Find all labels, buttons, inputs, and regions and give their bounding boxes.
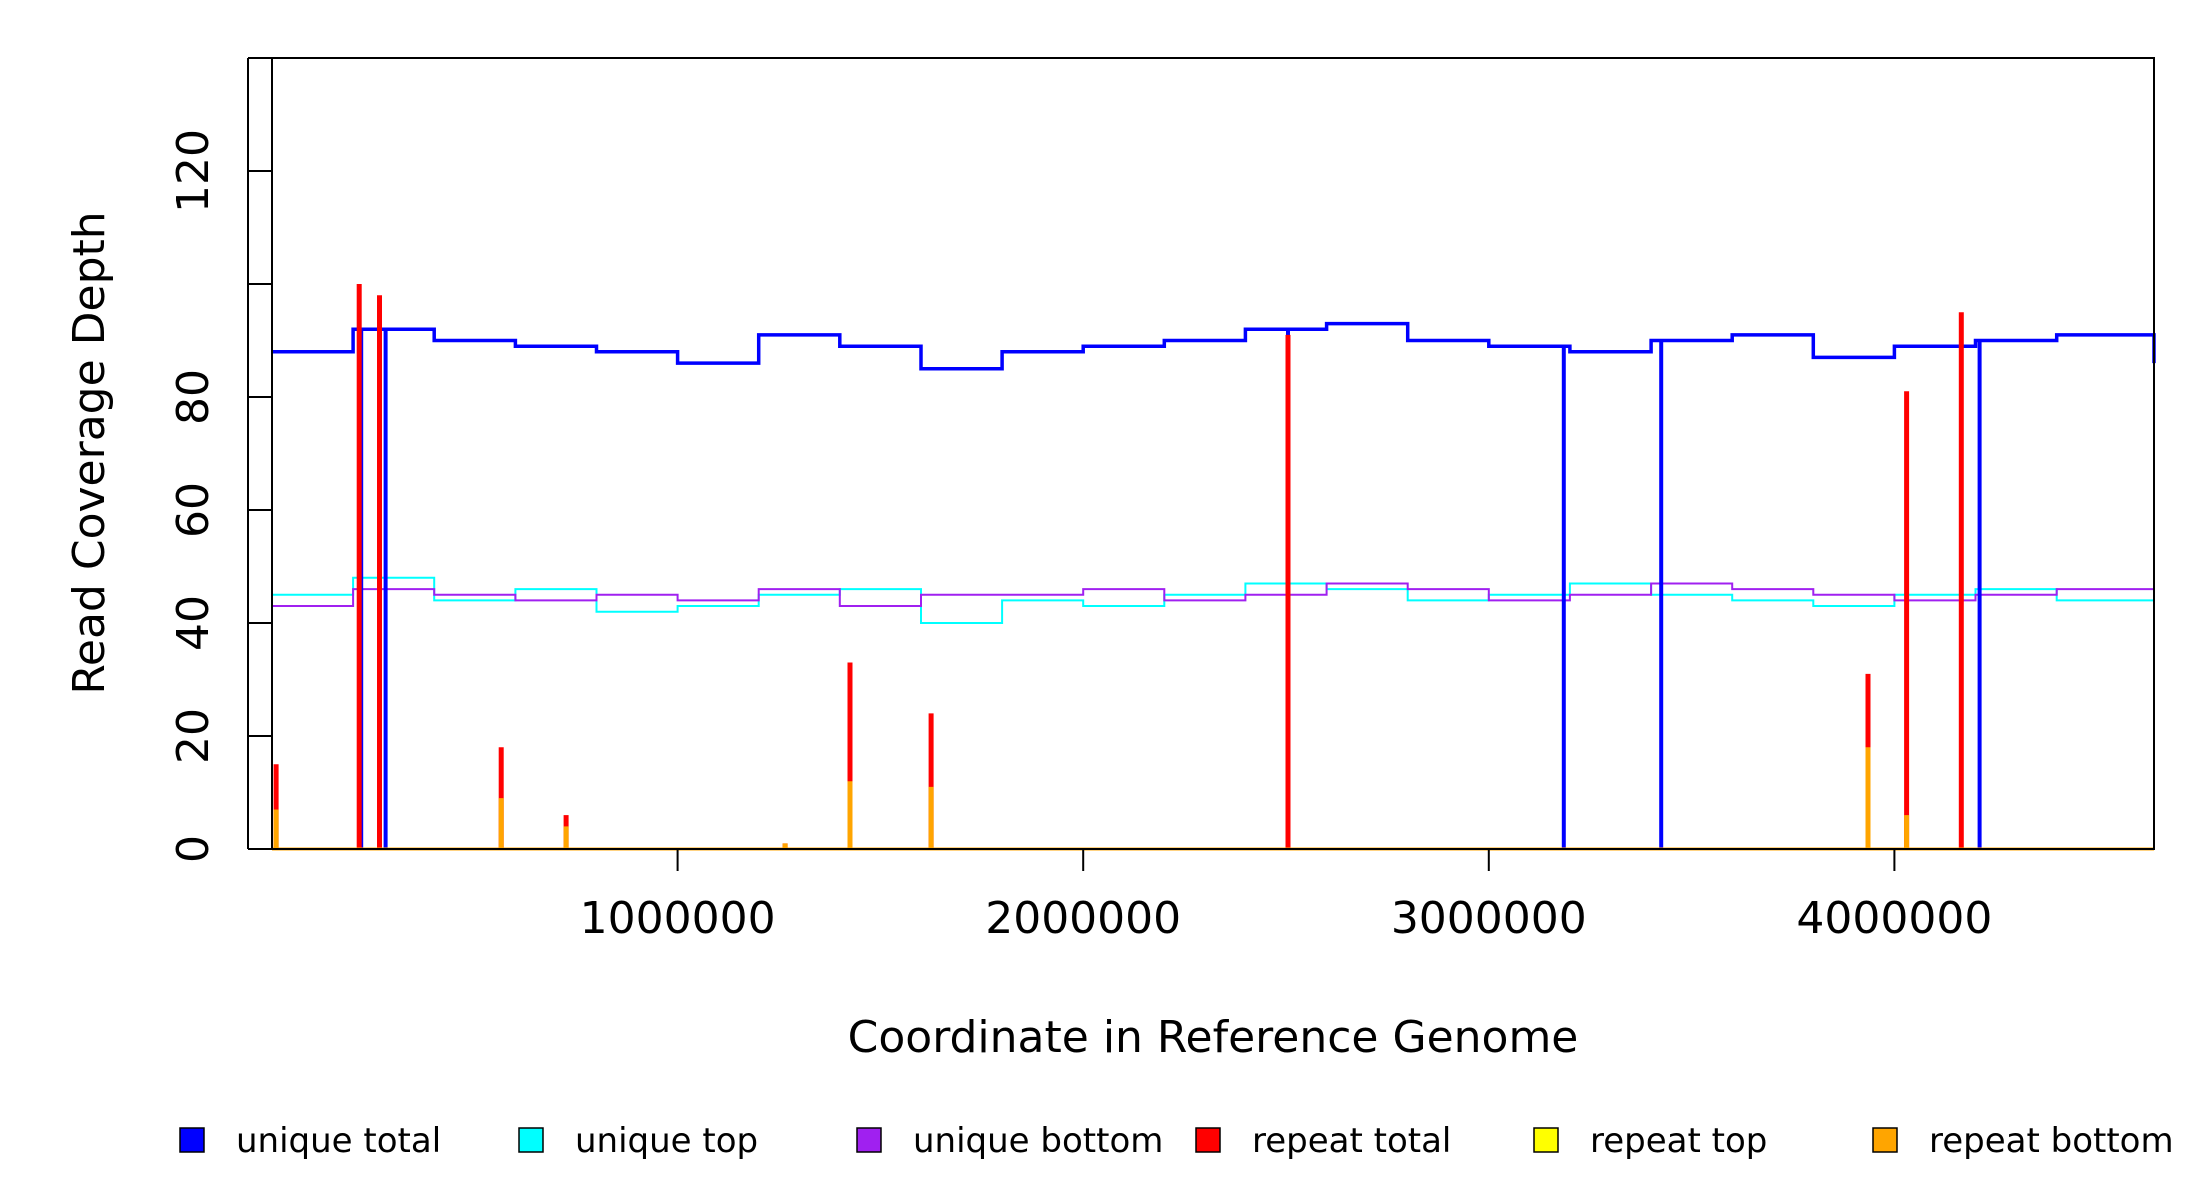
legend-swatch: [179, 1127, 205, 1153]
y-tick-label: 20: [168, 708, 219, 764]
legend-label: unique top: [575, 1121, 758, 1161]
y-tick-label: 80: [168, 369, 219, 425]
legend-label: repeat bottom: [1929, 1121, 2174, 1161]
y-axis: 0 20 40 60 80 120: [168, 57, 272, 863]
legend-swatch: [1872, 1127, 1898, 1153]
legend-swatch: [1195, 1127, 1221, 1153]
x-tick-label: 4000000: [1796, 893, 1992, 944]
y-tick-label: 120: [168, 129, 219, 213]
series-line-unique-bottom: [272, 582, 2155, 607]
y-tick-label: 60: [168, 482, 219, 538]
legend-label: repeat total: [1252, 1121, 1451, 1161]
legend-swatch: [518, 1127, 544, 1153]
x-tick-label: 2000000: [985, 893, 1181, 944]
x-tick-label: 3000000: [1391, 893, 1587, 944]
x-tick-label: 1000000: [580, 893, 776, 944]
legend: unique total unique top unique bottom repea…: [179, 1121, 2174, 1161]
legend-label: repeat top: [1590, 1121, 1767, 1161]
legend-label: unique total: [236, 1121, 441, 1161]
legend-swatch: [1533, 1127, 1559, 1153]
y-tick-label: 0: [168, 835, 219, 863]
y-tick-label: 40: [168, 595, 219, 651]
x-axis: 1000000 2000000 3000000 4000000: [580, 848, 1992, 944]
series-line-unique-total: [272, 321, 2156, 371]
legend-swatch: [856, 1127, 882, 1153]
y-axis-title: Read Coverage Depth: [64, 211, 115, 694]
x-axis-title: Coordinate in Reference Genome: [848, 1012, 1579, 1063]
legend-label: unique bottom: [913, 1121, 1163, 1161]
